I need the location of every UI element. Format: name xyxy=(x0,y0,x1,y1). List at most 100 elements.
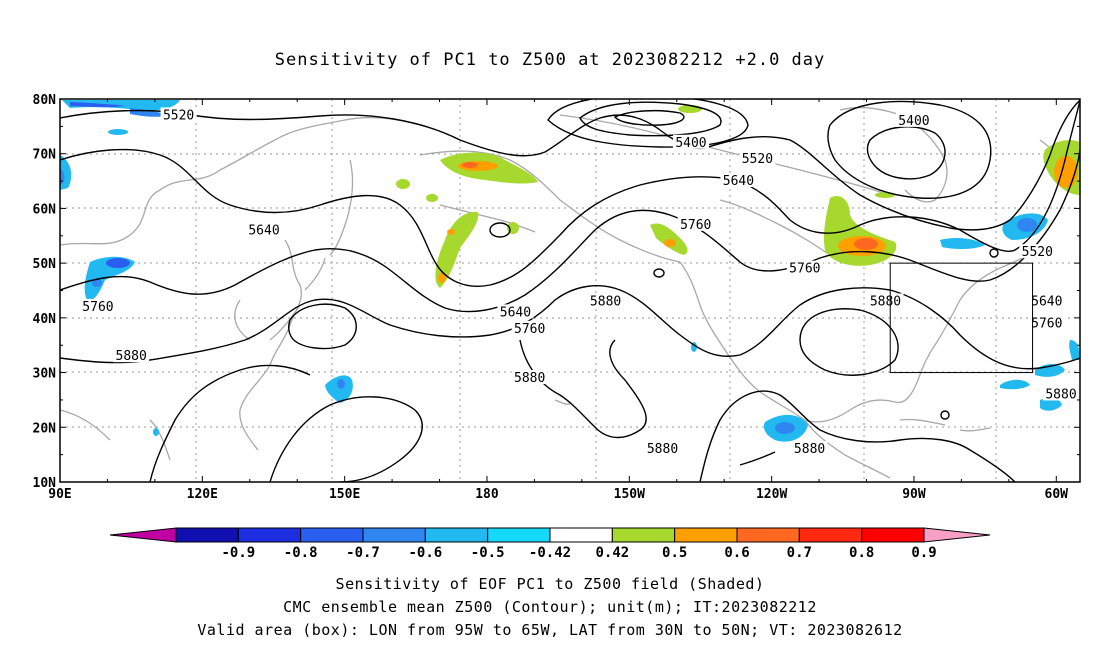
contour-label: 5400 xyxy=(675,136,706,151)
contour-label: 5520 xyxy=(163,108,194,123)
latitude-labels: 80N 70N 60N 50N 40N 30N 20N 10N xyxy=(33,93,57,491)
contour-label: 5880 xyxy=(794,442,825,457)
lon-label: 60W xyxy=(1045,487,1069,502)
contour-label: 5520 xyxy=(742,152,773,167)
contour-label-bg xyxy=(160,107,197,122)
colorbar-label: -0.8 xyxy=(284,545,318,561)
contour-label-bg xyxy=(246,222,282,237)
colorbar-label: 0.5 xyxy=(662,545,687,561)
contour-label: 5640 xyxy=(723,174,754,189)
contour-label: 5880 xyxy=(514,371,545,386)
sensitivity-shading xyxy=(60,100,1080,442)
contour-label-bg xyxy=(720,173,757,188)
contour-label-bg xyxy=(1028,293,1065,308)
colorbar-segment xyxy=(611,527,676,543)
colorbar-segment xyxy=(237,527,302,543)
contour-label: 5640 xyxy=(500,305,531,320)
contour-label-bg xyxy=(497,304,534,319)
colorbar-label: -0.9 xyxy=(221,545,255,561)
colorbar-labels: -0.9 -0.8 -0.7 -0.6 -0.5 -0.42 0.42 0.5 0.6 0.7 0.… xyxy=(221,545,936,561)
axis-ticks xyxy=(59,98,1080,483)
caption-valid-area: Valid area (box): LON from 95W to 65W, L… xyxy=(197,621,903,639)
lat-label: 40N xyxy=(33,312,57,327)
contour-label: 5880 xyxy=(116,349,147,364)
contour-label-bg xyxy=(739,151,776,166)
contour-label-bg xyxy=(1028,315,1065,330)
contour-label-bg xyxy=(786,260,823,275)
contour-label-bg xyxy=(677,216,714,231)
colorbar-label: 0.8 xyxy=(849,545,874,561)
lon-label: 120W xyxy=(756,487,787,502)
lat-label: 80N xyxy=(33,93,57,108)
contour-label: 5400 xyxy=(898,114,929,129)
colorbar-segment xyxy=(674,527,738,543)
colorbar-segment xyxy=(362,527,426,543)
contour-label: 5760 xyxy=(680,218,711,233)
lat-label: 20N xyxy=(33,421,57,436)
contour-label-bg xyxy=(511,320,548,335)
z500-contours xyxy=(60,99,1080,482)
colorbar xyxy=(109,527,991,543)
contour-label-bg xyxy=(113,348,150,363)
contour-label-bg xyxy=(511,370,548,385)
lat-label: 60N xyxy=(33,202,57,217)
contour-label: 5640 xyxy=(1031,294,1062,309)
contour-label: 5880 xyxy=(870,294,901,309)
lon-label: 150E xyxy=(329,487,360,502)
colorbar-segment xyxy=(736,527,800,543)
caption-contour: CMC ensemble mean Z500 (Contour); unit(m… xyxy=(283,598,817,616)
colorbar-label: -0.6 xyxy=(408,545,442,561)
colorbar-lower-extend xyxy=(109,527,177,543)
colorbar-label: 0.7 xyxy=(787,545,812,561)
colorbar-segment xyxy=(424,527,489,543)
colorbar-segment xyxy=(798,527,863,543)
lat-label: 10N xyxy=(33,476,57,491)
contour-label-bg xyxy=(791,441,828,456)
colorbar-label: 0.9 xyxy=(911,545,936,561)
contour-label-bg xyxy=(79,298,116,313)
contour-label-bg xyxy=(1019,244,1056,259)
lat-lon-grid xyxy=(60,99,1080,482)
colorbar-segment xyxy=(487,527,551,543)
colorbar-label: -0.5 xyxy=(471,545,505,561)
contour-label-bg xyxy=(1043,386,1080,401)
lon-label: 90W xyxy=(902,487,926,502)
colorbar-segment xyxy=(549,527,613,543)
lon-label: 180 xyxy=(475,487,499,502)
caption-shading: Sensitivity of EOF PC1 to Z500 field (Sh… xyxy=(335,575,765,593)
lat-label: 30N xyxy=(33,367,57,382)
contour-label: 5760 xyxy=(1031,316,1062,331)
lat-label: 50N xyxy=(33,257,57,272)
colorbar-label: -0.42 xyxy=(529,545,571,561)
colorbar-segment xyxy=(175,527,239,543)
contour-labels: 5520 5400 5520 5640 5760 5400 5520 5640 5760 5880… xyxy=(79,107,1080,457)
lon-label: 90E xyxy=(48,487,71,502)
contour-label: 5760 xyxy=(514,322,545,337)
contour-label: 5520 xyxy=(1022,245,1053,260)
colorbar-label: -0.7 xyxy=(346,545,380,561)
colorbar-label: 0.6 xyxy=(724,545,749,561)
colorbar-segment xyxy=(861,527,925,543)
contour-label-bg xyxy=(587,293,624,308)
lon-label: 120E xyxy=(187,487,218,502)
contour-label: 5880 xyxy=(1045,387,1076,402)
map-title: Sensitivity of PC1 to Z500 at 2023082212… xyxy=(274,50,826,70)
contour-label: 5880 xyxy=(647,442,678,457)
valid-area-box xyxy=(889,262,1034,374)
map-area xyxy=(60,99,1080,482)
contour-label-bg xyxy=(644,441,681,456)
contour-label: 5760 xyxy=(82,300,113,315)
colorbar-label: 0.42 xyxy=(595,545,629,561)
colorbar-segment xyxy=(300,527,364,543)
contour-label: 5760 xyxy=(789,262,820,277)
contour-label: 5640 xyxy=(248,223,279,238)
longitude-labels: 90E 120E 150E 180 150W 120W 90W 60W xyxy=(48,487,1068,502)
contour-label-bg xyxy=(895,112,932,127)
contour-label: 5880 xyxy=(590,294,621,309)
lon-label: 150W xyxy=(614,487,645,502)
colorbar-upper-extend xyxy=(923,527,991,543)
lat-label: 70N xyxy=(33,148,57,163)
contour-label-bg xyxy=(867,293,904,308)
contour-label-bg xyxy=(672,134,709,149)
